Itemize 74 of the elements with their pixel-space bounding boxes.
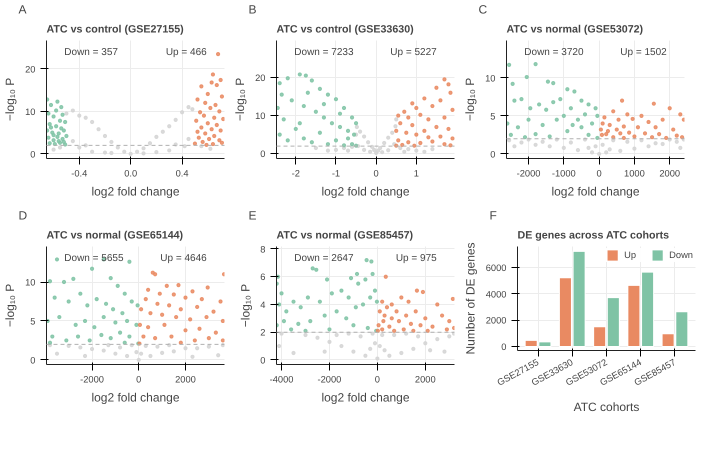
- chart-title: ATC vs control (GSE27155): [46, 24, 184, 36]
- x-tick-label: 1: [414, 168, 419, 178]
- x-tick-label: 1000: [624, 168, 645, 178]
- text: C: [478, 2, 488, 16]
- annotation: Up = 975: [396, 252, 438, 264]
- y-tick-label: 20: [25, 64, 36, 74]
- x-tick-label: 2000: [659, 168, 680, 178]
- chart-title: DE genes across ATC cohorts: [518, 230, 670, 242]
- x-tick-label: -2000: [516, 168, 540, 178]
- x-tick-label: -4000: [270, 374, 294, 384]
- y-tick-label: 5: [490, 111, 496, 122]
- annotation: Down = 7233: [294, 46, 354, 58]
- y-axis-title: Number of DE genes: [464, 242, 478, 355]
- x-axis-title: log2 fold change: [321, 184, 410, 198]
- x-tick-label: 0: [374, 374, 380, 384]
- y-tick-label: 10: [25, 106, 36, 117]
- chart-title: ATC vs control (GSE33630): [276, 24, 414, 36]
- y-tick-label: 8: [260, 244, 266, 254]
- annotation: Up = 1502: [620, 46, 668, 58]
- y-tick-label: 2: [260, 328, 266, 338]
- y-tick-label: 4: [260, 300, 266, 310]
- y-tick-label: 4000: [486, 289, 507, 300]
- x-axis-title: log2 fold change: [321, 390, 410, 404]
- annotation: Down = 5655: [64, 252, 124, 264]
- y-axis-title: −log₁₀ P: [3, 78, 18, 122]
- y-tick-label: 10: [255, 111, 266, 122]
- annotation: Up = 5227: [390, 46, 438, 58]
- x-tick-label: -1000: [552, 168, 576, 178]
- y-tick-label: 0: [490, 149, 496, 160]
- x-axis-title: log2 fold change: [91, 184, 180, 198]
- x-tick-label: 2000: [175, 374, 196, 384]
- x-axis-title: ATC cohorts: [574, 400, 640, 414]
- legend-label: Down: [669, 250, 693, 260]
- y-tick-label: 6000: [486, 263, 507, 274]
- y-tick-label: 6: [260, 272, 266, 282]
- x-tick-label: 0: [374, 168, 379, 178]
- x-tick-label: 0: [136, 374, 142, 384]
- text: A: [18, 2, 27, 16]
- y-tick-label: 10: [485, 73, 496, 84]
- y-tick-label: 20: [255, 72, 266, 83]
- x-tick-label: -0.4: [71, 168, 88, 178]
- chart-title: ATC vs normal (GSE85457): [276, 230, 414, 242]
- x-tick-label: -2000: [80, 374, 104, 384]
- x-tick-label: 2000: [414, 374, 436, 384]
- chart-title: ATC vs normal (GSE53072): [506, 24, 644, 36]
- y-tick-label: 0: [260, 149, 266, 160]
- text: B: [248, 2, 257, 16]
- annotation: Up = 4646: [160, 252, 208, 264]
- legend-label: Up: [624, 250, 638, 260]
- y-tick-label: 0: [501, 342, 507, 352]
- x-axis-title: log2 fold change: [551, 184, 640, 198]
- x-tick-label: -2: [292, 168, 300, 178]
- y-tick-label: 10: [25, 278, 36, 288]
- text: E: [248, 208, 257, 222]
- annotation: Down = 3720: [524, 46, 584, 58]
- annotation: Down = 2647: [294, 252, 354, 264]
- x-tick-label: -2000: [318, 374, 342, 384]
- y-axis-title: −log₁₀ P: [233, 78, 248, 122]
- x-tick-label: 0.0: [124, 168, 138, 178]
- y-axis-title: −log₁₀ P: [238, 284, 252, 328]
- text: D: [18, 208, 28, 222]
- annotation: Up = 466: [166, 46, 208, 58]
- y-tick-label: 5: [30, 316, 36, 326]
- y-tick-label: 0: [30, 149, 36, 160]
- y-axis-title: −log₁₀ P: [463, 78, 478, 122]
- chart-title: ATC vs normal (GSE65144): [46, 230, 184, 242]
- y-tick-label: 2000: [486, 316, 507, 326]
- y-axis-title: −log₁₀ P: [3, 284, 18, 328]
- x-tick-label: 0.4: [176, 168, 189, 178]
- annotation: Down = 357: [64, 46, 118, 58]
- x-tick-label: 0: [596, 168, 602, 178]
- x-axis-title: log2 fold change: [91, 390, 180, 404]
- x-tick-label: -1: [332, 168, 340, 178]
- text: F: [490, 208, 497, 222]
